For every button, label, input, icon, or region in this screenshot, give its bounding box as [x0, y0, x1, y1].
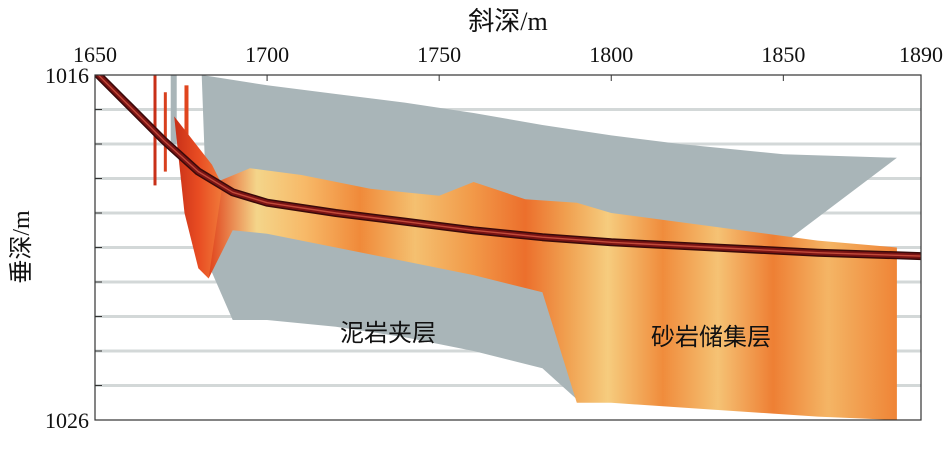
x-tick-label: 1650 — [73, 42, 117, 67]
x-axis-ticks: 1650 1700 1750 1800 1850 1890 — [73, 42, 943, 81]
log-streak — [163, 92, 167, 172]
y-tick-label: 1016 — [45, 63, 89, 88]
x-axis-label: 斜深/m — [468, 7, 547, 36]
y-tick-label: 1026 — [45, 408, 89, 433]
log-streak — [170, 75, 177, 144]
sandstone-label: 砂岩储集层 — [651, 323, 771, 351]
sandstone-region — [208, 168, 897, 420]
trajectory-highlight — [97, 75, 921, 257]
mudstone-label: 泥岩夹层 — [340, 319, 436, 347]
x-tick-label: 1890 — [899, 42, 943, 67]
x-tick-label: 1800 — [589, 42, 633, 67]
y-axis-label: 垂深/m — [8, 210, 35, 284]
series-layer — [95, 75, 921, 261]
x-tick-label: 1750 — [417, 42, 461, 67]
y-axis-ticks: 1016 1026 — [45, 63, 102, 433]
x-tick-label: 1850 — [761, 42, 805, 67]
x-tick-label: 1700 — [245, 42, 289, 67]
